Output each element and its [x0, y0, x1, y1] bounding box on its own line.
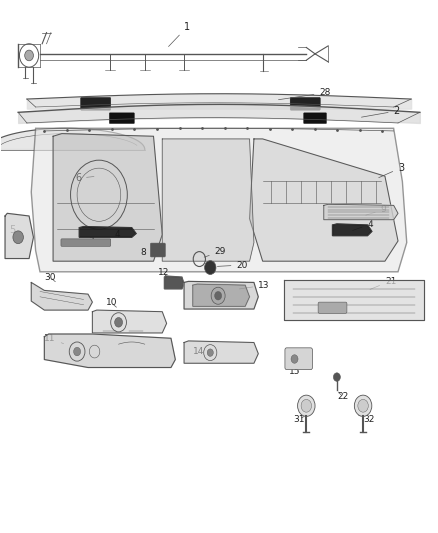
Polygon shape: [0, 128, 145, 150]
Text: 11: 11: [44, 334, 64, 344]
Text: 3: 3: [379, 163, 404, 177]
Text: 5: 5: [10, 225, 16, 235]
Circle shape: [74, 348, 81, 356]
Text: 14: 14: [193, 347, 212, 356]
Polygon shape: [79, 227, 136, 237]
Polygon shape: [184, 281, 258, 309]
Text: 9: 9: [366, 205, 386, 215]
Text: 28: 28: [279, 88, 331, 100]
Circle shape: [211, 287, 225, 304]
FancyBboxPatch shape: [304, 113, 326, 124]
Text: 21: 21: [370, 277, 396, 289]
Polygon shape: [44, 334, 175, 368]
Polygon shape: [324, 204, 398, 220]
Text: 20: 20: [217, 261, 248, 270]
Text: 30: 30: [44, 273, 56, 282]
Circle shape: [25, 50, 33, 61]
Polygon shape: [5, 213, 33, 259]
Polygon shape: [285, 280, 424, 320]
Polygon shape: [53, 134, 162, 261]
Polygon shape: [332, 224, 372, 236]
Text: 4: 4: [114, 230, 120, 239]
Text: 29: 29: [204, 247, 226, 257]
Text: 22: 22: [337, 392, 348, 401]
Text: 31: 31: [293, 415, 305, 424]
FancyBboxPatch shape: [110, 113, 134, 124]
Text: 6: 6: [75, 173, 94, 183]
Text: 7: 7: [88, 237, 97, 246]
FancyBboxPatch shape: [318, 302, 347, 313]
Polygon shape: [162, 139, 254, 261]
Circle shape: [215, 292, 222, 300]
Circle shape: [297, 395, 315, 416]
FancyBboxPatch shape: [61, 239, 111, 246]
Text: 12: 12: [158, 268, 169, 277]
Circle shape: [354, 395, 372, 416]
Polygon shape: [193, 284, 250, 306]
Circle shape: [207, 349, 213, 357]
Text: 8: 8: [141, 248, 153, 257]
Text: 2: 2: [361, 106, 400, 117]
Polygon shape: [164, 276, 184, 289]
Circle shape: [205, 261, 216, 274]
Polygon shape: [184, 341, 258, 364]
Circle shape: [115, 318, 123, 327]
Circle shape: [13, 231, 23, 244]
FancyBboxPatch shape: [150, 243, 165, 257]
Polygon shape: [250, 139, 398, 261]
Circle shape: [333, 373, 340, 381]
Text: 10: 10: [106, 298, 117, 308]
FancyBboxPatch shape: [81, 98, 111, 110]
Polygon shape: [92, 310, 166, 333]
FancyBboxPatch shape: [285, 348, 312, 369]
Circle shape: [291, 355, 298, 364]
Text: 32: 32: [359, 415, 374, 424]
Polygon shape: [31, 282, 92, 310]
FancyBboxPatch shape: [290, 98, 320, 110]
Circle shape: [301, 399, 311, 412]
Circle shape: [358, 399, 368, 412]
Text: 1: 1: [169, 22, 190, 46]
Polygon shape: [31, 128, 407, 272]
Text: 15: 15: [289, 367, 300, 376]
Text: 4: 4: [353, 220, 373, 230]
Text: 13: 13: [239, 281, 270, 290]
